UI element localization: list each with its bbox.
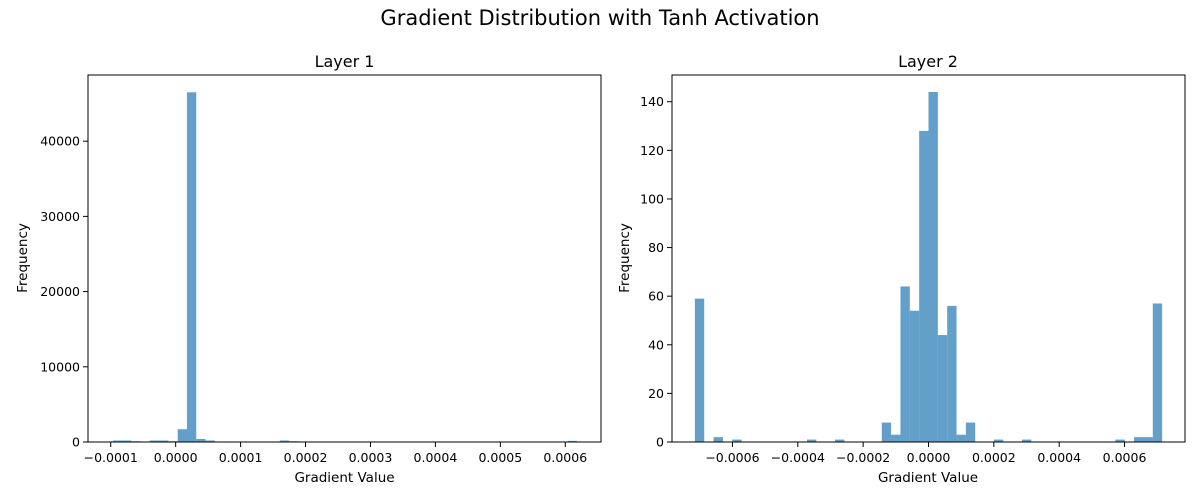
histogram-bar [177, 429, 187, 442]
x-axis-label: Gradient Value [294, 470, 394, 486]
y-tick-label: 40 [648, 337, 664, 352]
x-tick-label: 0.0000 [154, 450, 198, 465]
histogram-bar [835, 439, 845, 442]
histogram-bar [149, 440, 160, 442]
histogram-bar [567, 440, 577, 442]
histogram-bar [937, 335, 948, 442]
subplot-layer-2: Layer 2 Gradient Value Frequency −0.0006… [617, 52, 1186, 486]
x-axis-label: Gradient Value [878, 470, 978, 486]
y-tick-label: 20000 [40, 284, 80, 299]
subplot-layer-1: Layer 1 Gradient Value Frequency −0.0001… [15, 52, 602, 486]
y-tick-label: 0 [72, 435, 80, 450]
histogram-bar [928, 92, 938, 442]
histogram-bar [947, 305, 957, 442]
histogram-bar [694, 298, 705, 442]
histogram-bar [1115, 439, 1125, 442]
subplot-title: Layer 2 [898, 52, 958, 71]
x-tick-label: −0.0001 [84, 450, 138, 465]
x-tick-label: 0.0006 [1103, 450, 1147, 465]
x-tick-label: 0.0005 [478, 450, 522, 465]
histogram-bar [919, 130, 929, 442]
histogram-bar [279, 440, 290, 442]
histogram-bar [205, 440, 215, 442]
histogram-bar [909, 310, 920, 442]
x-tick-label: −0.0004 [771, 450, 825, 465]
histogram-bar [993, 439, 1004, 442]
histogram-bar [881, 422, 892, 442]
x-tick-label: 0.0001 [219, 450, 263, 465]
histogram-bar [196, 438, 206, 442]
y-axis-label: Frequency [617, 223, 633, 293]
y-tick-label: 0 [656, 435, 664, 450]
histogram-bar [1152, 303, 1163, 442]
plot-frame [87, 74, 602, 443]
y-tick-label: 120 [640, 143, 664, 158]
figure-title: Gradient Distribution with Tanh Activati… [380, 6, 820, 30]
histogram-bar [1143, 437, 1153, 442]
y-tick-label: 140 [640, 94, 664, 109]
x-tick-label: 0.0003 [349, 450, 393, 465]
histogram-bar [112, 440, 122, 442]
histogram-bar [121, 440, 132, 442]
y-tick-label: 10000 [40, 359, 80, 374]
histogram-bar [713, 437, 723, 442]
histogram-bar [891, 434, 901, 442]
x-tick-label: 0.0000 [907, 450, 951, 465]
y-tick-label: 20 [648, 386, 664, 401]
y-tick-label: 40000 [40, 134, 80, 149]
y-tick-label: 30000 [40, 209, 80, 224]
histogram-bar [965, 422, 976, 442]
histogram-bar [159, 440, 169, 442]
x-tick-label: 0.0004 [1037, 450, 1081, 465]
x-tick-label: −0.0002 [836, 450, 890, 465]
histogram-bar [807, 439, 817, 442]
histogram-bar [1021, 439, 1032, 442]
histogram-bar [1134, 437, 1144, 442]
histogram-bar [186, 92, 197, 443]
x-tick-label: 0.0002 [284, 450, 328, 465]
subplot-title: Layer 1 [315, 52, 375, 71]
y-tick-label: 100 [640, 191, 664, 206]
x-tick-label: −0.0006 [705, 450, 759, 465]
x-tick-label: 0.0002 [972, 450, 1016, 465]
x-tick-label: 0.0006 [543, 450, 587, 465]
x-tick-label: 0.0004 [414, 450, 458, 465]
y-tick-label: 60 [648, 289, 664, 304]
histogram-bar [956, 434, 966, 442]
histogram-bar [900, 286, 910, 442]
y-axis-label: Frequency [15, 223, 31, 293]
y-tick-label: 80 [648, 240, 664, 255]
histogram-bar [732, 439, 742, 442]
